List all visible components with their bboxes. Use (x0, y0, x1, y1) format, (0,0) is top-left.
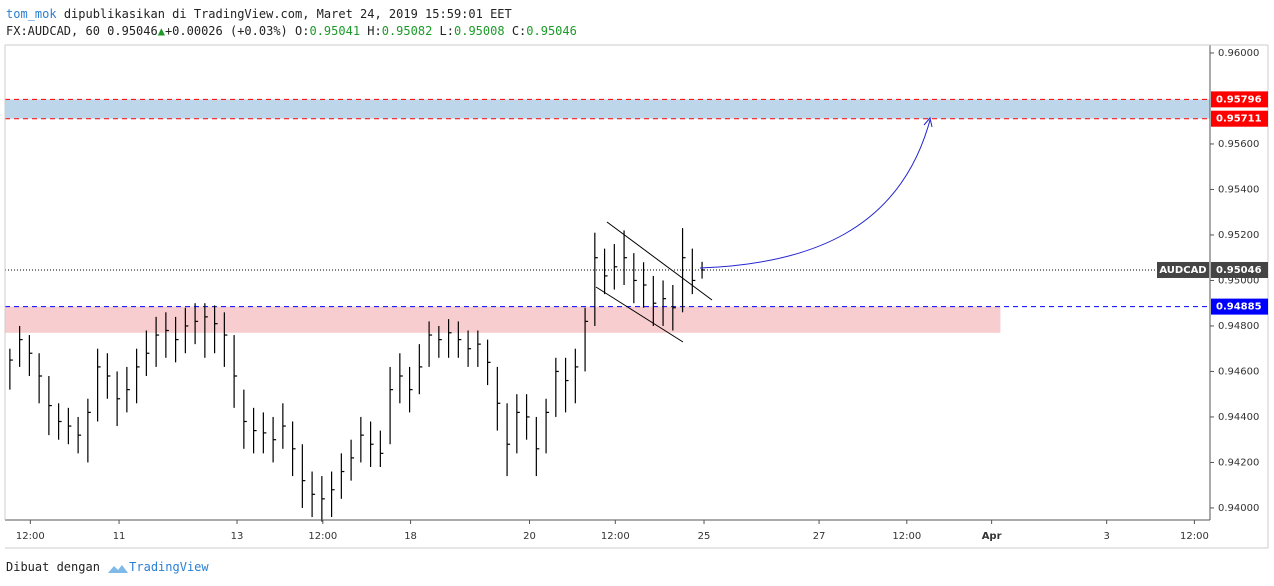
y-tick-label: 0.95000 (1218, 275, 1259, 286)
y-tick-label: 0.94200 (1218, 457, 1259, 468)
zone (5, 306, 1001, 333)
ohlc-label: O: (295, 24, 310, 38)
change: +0.00026 (+0.03%) (164, 24, 288, 38)
x-tick-label: 12:00 (1180, 531, 1209, 542)
level-label-bg (1211, 91, 1268, 108)
zone (5, 99, 1210, 119)
published: dipublikasikan di TradingView.com, Maret… (63, 7, 512, 21)
channel-line (606, 221, 713, 301)
brand[interactable]: TradingView (129, 560, 209, 574)
level-label-bg (1211, 110, 1268, 127)
symbol: FX:AUDCAD, 60 0.95046 (6, 24, 158, 38)
ohlc-value: 0.95046 (526, 24, 577, 38)
last-price-bg (1211, 261, 1268, 278)
symbol-label-bg (1157, 261, 1209, 278)
x-tick-label: 25 (698, 531, 711, 542)
y-tick-label: 0.94600 (1218, 366, 1259, 377)
x-tick-label: 20 (523, 531, 536, 542)
author[interactable]: tom_mok (6, 7, 57, 21)
level-label-bg (1211, 298, 1268, 315)
x-tick-label: 12:00 (308, 531, 337, 542)
level-label: 0.95711 (1216, 114, 1262, 125)
ohlc-label: H: (367, 24, 382, 38)
ohlc-value: 0.95041 (309, 24, 361, 38)
logo (108, 564, 129, 573)
last-price-label: 0.95046 (1216, 265, 1262, 276)
up-arrow: ▲ (157, 24, 165, 38)
header-line: FX:AUDCAD, 60 0.95046▲+0.00026 (+0.03%) … (6, 23, 577, 40)
x-tick-label: 12:00 (601, 531, 630, 542)
ohlc-value: 0.95082 (381, 24, 433, 38)
ohlc-label: C: (511, 24, 527, 38)
made-with: Dibuat dengan (6, 560, 100, 574)
level-label: 0.95796 (1216, 94, 1262, 105)
arrow-head (923, 116, 933, 128)
ohlc-label: L: (439, 24, 454, 38)
x-tick-label: 12:00 (16, 531, 45, 542)
level-label: 0.94885 (1216, 302, 1262, 313)
projection-curve (699, 119, 931, 269)
x-tick-label: 11 (113, 531, 126, 542)
x-tick-label: 12:00 (892, 531, 921, 542)
x-tick-label: Apr (982, 531, 1002, 542)
x-tick-label: 27 (813, 531, 826, 542)
header: tom_mok dipublikasikan di TradingView.co… (6, 6, 577, 40)
y-tick-label: 0.95400 (1218, 184, 1259, 195)
x-tick-label: 13 (231, 531, 244, 542)
y-tick-label: 0.96000 (1218, 48, 1259, 59)
x-tick-label: 18 (404, 531, 417, 542)
ohlc-value: 0.95008 (454, 24, 505, 38)
footer: Dibuat dengan TradingView (6, 560, 209, 574)
symbol-label: AUDCAD (1159, 265, 1206, 276)
x-tick-label: 3 (1103, 531, 1109, 542)
y-tick-label: 0.94800 (1218, 321, 1259, 332)
header-line: tom_mok dipublikasikan di TradingView.co… (6, 6, 577, 23)
y-tick-label: 0.95600 (1218, 139, 1259, 150)
y-tick-label: 0.94400 (1218, 412, 1259, 423)
y-tick-label: 0.94000 (1218, 503, 1259, 514)
channel-line (595, 286, 684, 343)
y-tick-label: 0.95200 (1218, 230, 1259, 241)
